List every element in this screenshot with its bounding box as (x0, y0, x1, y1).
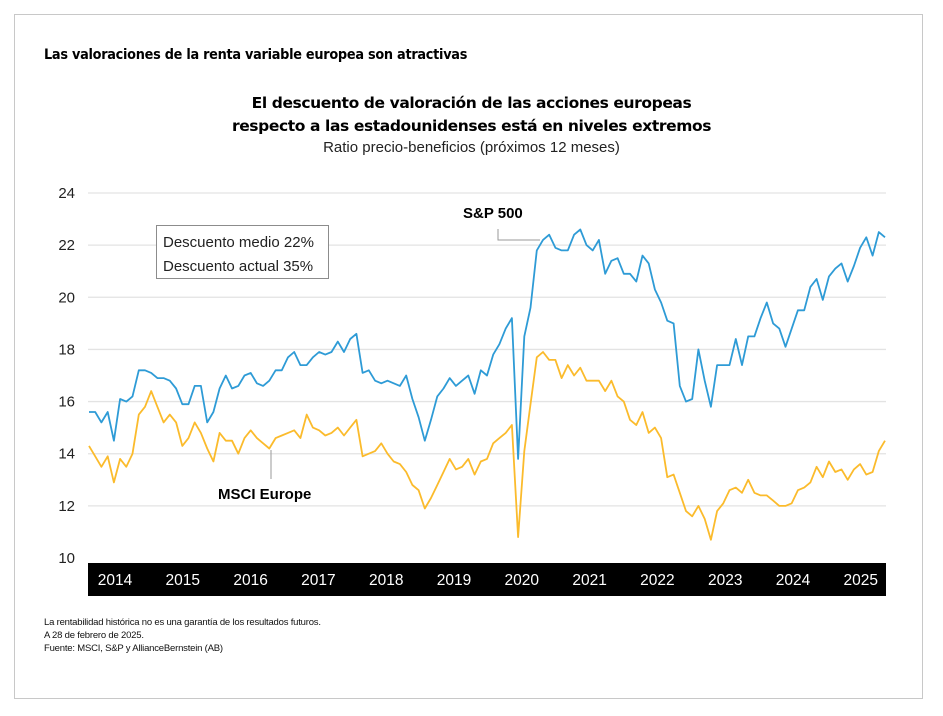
x-tick-label: 2018 (369, 572, 403, 589)
x-tick-label: 2020 (505, 572, 540, 589)
x-tick-label: 2019 (437, 572, 471, 589)
sp500-leader-line (497, 229, 540, 241)
chart-subtitle: Ratio precio-beneficios (próximos 12 mes… (323, 139, 620, 156)
chart-title-line-2: respecto a las estadounidenses está en n… (231, 117, 712, 135)
x-tick-label: 2025 (844, 572, 878, 589)
x-axis-ticks: 2014 2015 2016 2017 2018 2019 2020 2021 2022 2023… (98, 572, 878, 589)
msci-europe-label: MSCI Europe (218, 486, 311, 503)
y-tick-label: 18 (58, 341, 75, 358)
y-axis-ticks: 10 12 14 16 18 20 22 24 (58, 185, 75, 567)
footnote-source: Fuente: MSCI, S&P y AllianceBernstein (A… (44, 643, 223, 654)
sp500-label: S&P 500 (463, 205, 523, 222)
sp500-line (89, 228, 886, 460)
x-tick-label: 2022 (640, 572, 674, 589)
y-tick-label: 12 (58, 498, 75, 515)
x-tick-label: 2015 (166, 572, 200, 589)
x-tick-label: 2014 (98, 572, 133, 589)
x-tick-label: 2017 (301, 572, 335, 589)
series (88, 228, 886, 541)
annotations: S&P 500 MSCI Europe (218, 205, 540, 503)
x-tick-label: 2021 (572, 572, 606, 589)
chart-frame (14, 14, 923, 699)
x-tick-label: 2024 (776, 572, 811, 589)
y-tick-label: 14 (58, 446, 75, 463)
y-tick-label: 24 (58, 185, 75, 202)
y-tick-label: 16 (58, 394, 75, 411)
average-discount-text: Descuento medio 22% (163, 234, 314, 251)
footnote-date: A 28 de febrero de 2025. (44, 630, 144, 641)
headline: Las valoraciones de la renta variable eu… (44, 47, 468, 63)
current-discount-text: Descuento actual 35% (163, 258, 314, 275)
y-tick-label: 20 (58, 289, 75, 306)
chart-title-line-1: El descuento de valoración de las accion… (251, 94, 692, 112)
x-tick-label: 2016 (233, 572, 267, 589)
discount-info-box: Descuento medio 22% Descuento actual 35% (156, 225, 329, 279)
y-tick-label: 22 (58, 237, 75, 254)
msci-europe-line (88, 351, 886, 541)
footnote-disclaimer: La rentabilidad histórica no es una gara… (44, 617, 321, 628)
y-tick-label: 10 (58, 550, 75, 567)
x-tick-label: 2023 (708, 572, 742, 589)
x-axis-bar (88, 563, 886, 596)
